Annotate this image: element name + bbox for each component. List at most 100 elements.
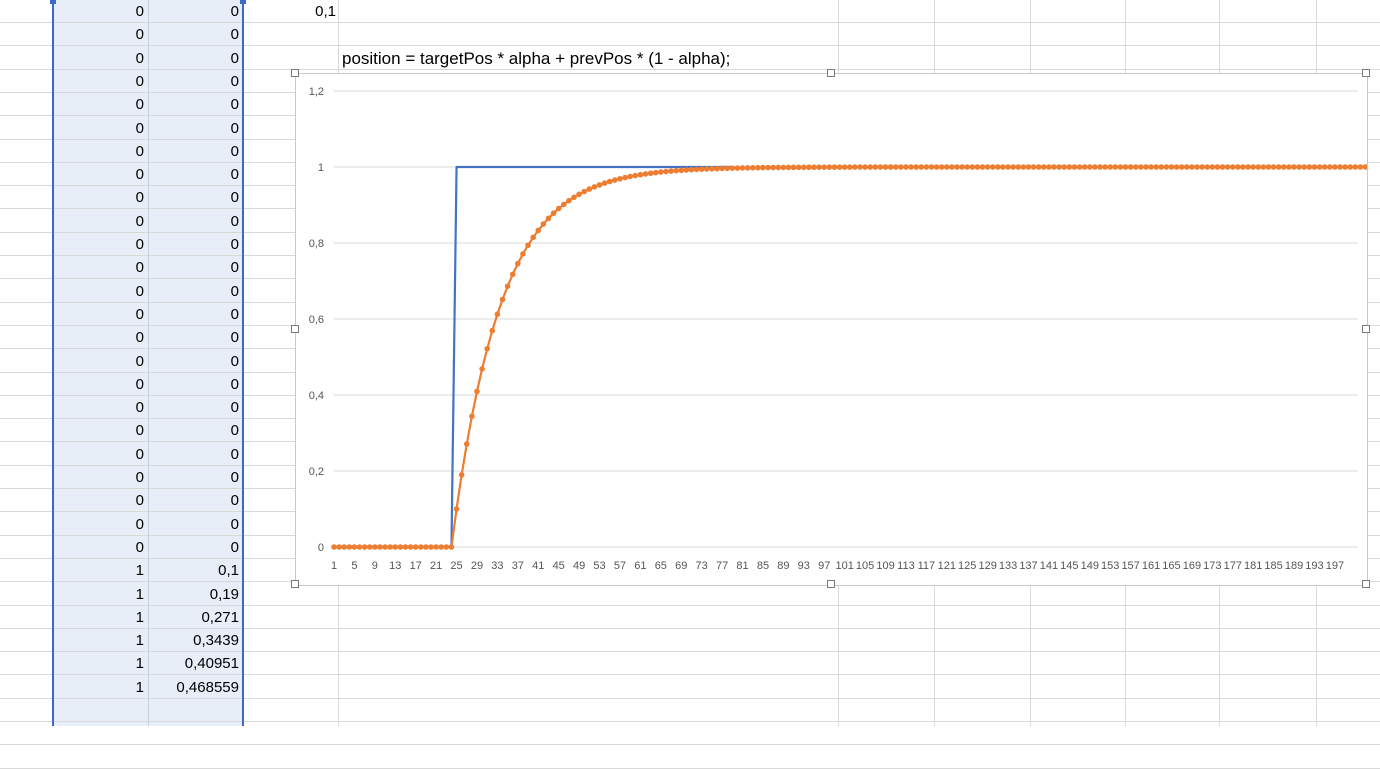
alpha-cell[interactable]: 0,1 — [315, 3, 336, 20]
smoothed-value-cell[interactable]: 0 — [230, 189, 239, 206]
smoothed-value-cell[interactable]: 0 — [230, 446, 239, 463]
smoothed-value-cell[interactable]: 0 — [230, 73, 239, 90]
target-value-cell[interactable]: 0 — [135, 329, 144, 346]
chart-resize-handle[interactable] — [291, 580, 299, 588]
target-value-cell[interactable]: 0 — [135, 96, 144, 113]
target-value-cell[interactable]: 0 — [135, 492, 144, 509]
row-gridline — [0, 22, 1380, 23]
target-value-cell[interactable]: 0 — [135, 376, 144, 393]
smoothed-value-cell[interactable]: 0 — [230, 120, 239, 137]
target-value-cell[interactable]: 1 — [135, 586, 144, 603]
target-value-cell[interactable]: 1 — [135, 655, 144, 672]
target-value-cell[interactable]: 0 — [135, 353, 144, 370]
smoothed-value-cell[interactable]: 0 — [230, 236, 239, 253]
smoothed-value-cell[interactable]: 0 — [230, 306, 239, 323]
target-value-cell[interactable]: 0 — [135, 283, 144, 300]
target-value-cell[interactable]: 0 — [135, 3, 144, 20]
smoothed-series-point — [1020, 164, 1027, 170]
target-value-cell[interactable]: 0 — [135, 422, 144, 439]
formula-text-cell[interactable]: position = targetPos * alpha + prevPos *… — [342, 49, 731, 68]
smoothed-series-point — [668, 168, 674, 174]
x-tick-label: 193 — [1305, 560, 1323, 572]
smoothed-value-cell[interactable]: 0 — [230, 50, 239, 67]
smoothed-value-cell[interactable]: 0 — [230, 259, 239, 276]
chart-resize-handle[interactable] — [291, 69, 299, 77]
target-value-cell[interactable]: 0 — [135, 446, 144, 463]
target-value-cell[interactable]: 0 — [135, 120, 144, 137]
smoothed-series-point — [606, 178, 613, 185]
y-tick-label: 0,2 — [309, 466, 324, 478]
target-value-cell[interactable]: 0 — [135, 189, 144, 206]
smoothed-value-cell[interactable]: 0 — [230, 353, 239, 370]
smoothed-series-point — [1122, 164, 1129, 170]
smoothed-series-point — [346, 544, 353, 550]
target-value-cell[interactable]: 0 — [135, 213, 144, 230]
chart-resize-handle[interactable] — [826, 580, 835, 588]
target-value-cell[interactable]: 1 — [135, 679, 144, 696]
selection-handle-right[interactable] — [240, 0, 246, 4]
smoothed-value-cell[interactable]: 0 — [230, 516, 239, 533]
smoothed-series-point — [458, 472, 465, 478]
x-tick-label: 37 — [512, 560, 524, 572]
smoothed-series-point — [831, 164, 838, 170]
target-value-cell[interactable]: 0 — [135, 399, 144, 416]
chart-resize-handle[interactable] — [1362, 580, 1370, 588]
target-value-cell[interactable]: 0 — [135, 50, 144, 67]
smoothed-value-cell[interactable]: 0 — [230, 283, 239, 300]
smoothed-value-cell[interactable]: 0 — [230, 26, 239, 43]
x-tick-label: 89 — [777, 560, 789, 572]
target-value-cell[interactable]: 0 — [135, 73, 144, 90]
target-value-cell[interactable]: 0 — [135, 539, 144, 556]
smoothed-value-cell[interactable]: 0 — [230, 213, 239, 230]
smoothed-series-point — [586, 186, 593, 192]
smoothed-value-cell[interactable]: 0 — [230, 399, 239, 416]
smoothed-value-cell[interactable]: 0,468559 — [176, 679, 239, 696]
chart-object[interactable]: 0 0,2 0,4 0,6 0,8 1 1,2 1 5 9 13 17 21 25 29 33 37 41 45 49… — [291, 69, 1370, 588]
smoothed-series-point — [566, 197, 572, 204]
smoothed-series-point — [1250, 164, 1256, 170]
target-value-cell[interactable]: 1 — [135, 609, 144, 626]
smoothed-series-point — [453, 506, 460, 512]
smoothed-value-cell[interactable]: 0 — [230, 376, 239, 393]
smoothed-value-cell[interactable]: 0 — [230, 143, 239, 160]
smoothed-series-point — [1005, 164, 1011, 170]
chart-resize-handle[interactable] — [1362, 69, 1370, 77]
target-value-cell[interactable]: 0 — [135, 306, 144, 323]
smoothed-series-point — [770, 164, 776, 171]
smoothed-value-cell[interactable]: 0 — [230, 329, 239, 346]
target-value-cell[interactable]: 0 — [135, 259, 144, 276]
chart-resize-handle[interactable] — [1362, 324, 1370, 333]
chart-resize-handle[interactable] — [826, 69, 835, 77]
smoothed-value-cell[interactable]: 0 — [230, 539, 239, 556]
smoothed-series-point — [1168, 164, 1175, 170]
smoothed-value-cell[interactable]: 0,40951 — [184, 655, 239, 672]
smoothed-value-cell[interactable]: 0 — [230, 96, 239, 113]
smoothed-value-cell[interactable]: 0 — [230, 166, 239, 183]
target-value-cell[interactable]: 0 — [135, 143, 144, 160]
smoothed-series-point — [969, 164, 976, 170]
smoothed-series-point — [775, 164, 782, 171]
smoothed-series-point — [683, 167, 690, 173]
smoothed-value-cell[interactable]: 0,1 — [218, 562, 239, 579]
target-value-cell[interactable]: 1 — [135, 562, 144, 579]
smoothed-series-point — [1316, 164, 1323, 170]
target-value-cell[interactable]: 1 — [135, 632, 144, 649]
smoothed-value-cell[interactable]: 0 — [230, 469, 239, 486]
x-tick-label: 13 — [389, 560, 401, 572]
chart-resize-handle[interactable] — [291, 324, 299, 333]
smoothed-value-cell[interactable]: 0,19 — [209, 586, 239, 603]
target-value-cell[interactable]: 0 — [135, 516, 144, 533]
smoothed-value-cell[interactable]: 0 — [230, 3, 239, 20]
smoothed-value-cell[interactable]: 0 — [230, 422, 239, 439]
smoothed-series-point — [974, 164, 981, 170]
smoothed-value-cell[interactable]: 0 — [230, 492, 239, 509]
target-value-cell[interactable]: 0 — [135, 166, 144, 183]
target-value-cell[interactable]: 0 — [135, 236, 144, 253]
target-value-cell[interactable]: 0 — [135, 26, 144, 43]
smoothed-value-cell[interactable]: 0,271 — [201, 609, 239, 626]
smoothed-value-cell[interactable]: 0,3439 — [193, 632, 239, 649]
target-value-cell[interactable]: 0 — [135, 469, 144, 486]
selection-handle-left[interactable] — [50, 0, 56, 4]
smoothed-series-point — [1112, 164, 1119, 170]
